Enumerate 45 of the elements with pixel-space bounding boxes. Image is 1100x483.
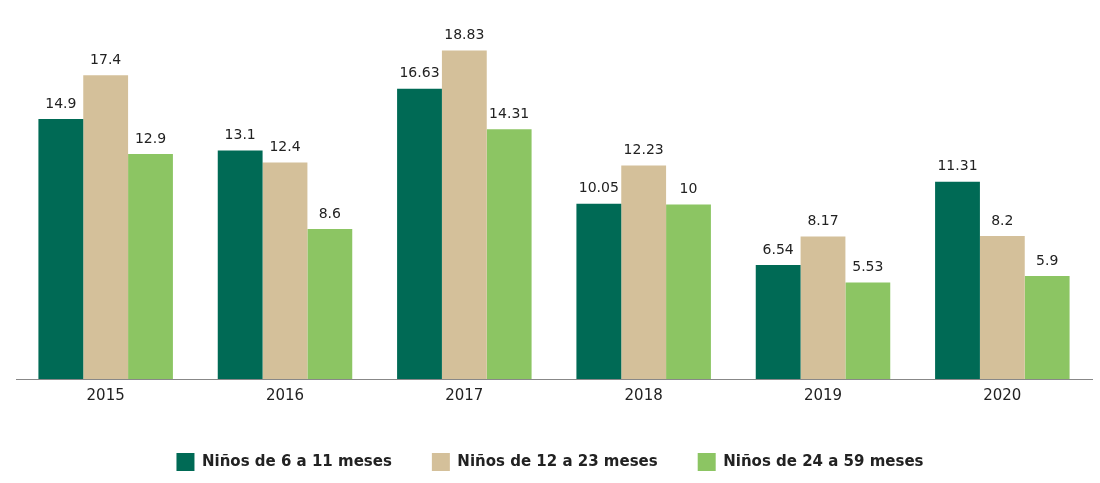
data-label: 16.63 bbox=[399, 64, 440, 81]
data-label: 10 bbox=[679, 180, 698, 197]
bar bbox=[1024, 276, 1070, 379]
bar bbox=[621, 165, 667, 379]
data-label: 5.53 bbox=[852, 258, 884, 275]
data-label: 10.05 bbox=[578, 179, 619, 196]
data-label: 18.83 bbox=[444, 26, 485, 43]
data-label: 14.9 bbox=[45, 94, 77, 111]
data-label: 6.54 bbox=[762, 240, 794, 257]
legend-label: Niños de 6 a 11 meses bbox=[201, 451, 392, 470]
bar bbox=[845, 282, 891, 379]
legend-label: Niños de 12 a 23 meses bbox=[457, 451, 658, 470]
bar bbox=[38, 119, 84, 379]
x-tick-label: 2017 bbox=[445, 385, 484, 404]
x-tick-label: 2016 bbox=[265, 385, 305, 404]
data-label: 8.2 bbox=[991, 211, 1014, 228]
data-label: 8.17 bbox=[807, 212, 839, 229]
data-label: 14.31 bbox=[489, 104, 530, 121]
bar bbox=[83, 75, 129, 379]
x-tick-label: 2020 bbox=[983, 385, 1022, 404]
bar bbox=[666, 204, 711, 379]
data-label: 12.4 bbox=[269, 138, 301, 155]
bar bbox=[128, 153, 173, 379]
bar bbox=[755, 264, 801, 379]
data-label: 8.6 bbox=[318, 204, 342, 221]
data-label: 17.4 bbox=[90, 51, 122, 68]
bar bbox=[979, 235, 1025, 379]
x-tick-label: 2018 bbox=[624, 385, 663, 404]
bar bbox=[262, 162, 308, 379]
bar bbox=[397, 88, 442, 379]
bar bbox=[576, 203, 622, 379]
data-label: 11.31 bbox=[937, 157, 978, 174]
x-tick-label: 2015 bbox=[86, 385, 125, 404]
bar bbox=[441, 50, 487, 379]
data-label: 12.9 bbox=[134, 129, 167, 146]
bar bbox=[935, 181, 980, 379]
data-label: 12.23 bbox=[623, 141, 664, 158]
data-label: 5.9 bbox=[1036, 251, 1059, 268]
bar bbox=[800, 236, 846, 379]
bar bbox=[486, 129, 532, 379]
legend-label: Niños de 24 a 59 meses bbox=[723, 451, 924, 470]
bar bbox=[217, 150, 263, 379]
x-tick-label: 2019 bbox=[803, 385, 843, 404]
bar bbox=[307, 228, 353, 379]
data-label: 13.1 bbox=[224, 126, 256, 143]
